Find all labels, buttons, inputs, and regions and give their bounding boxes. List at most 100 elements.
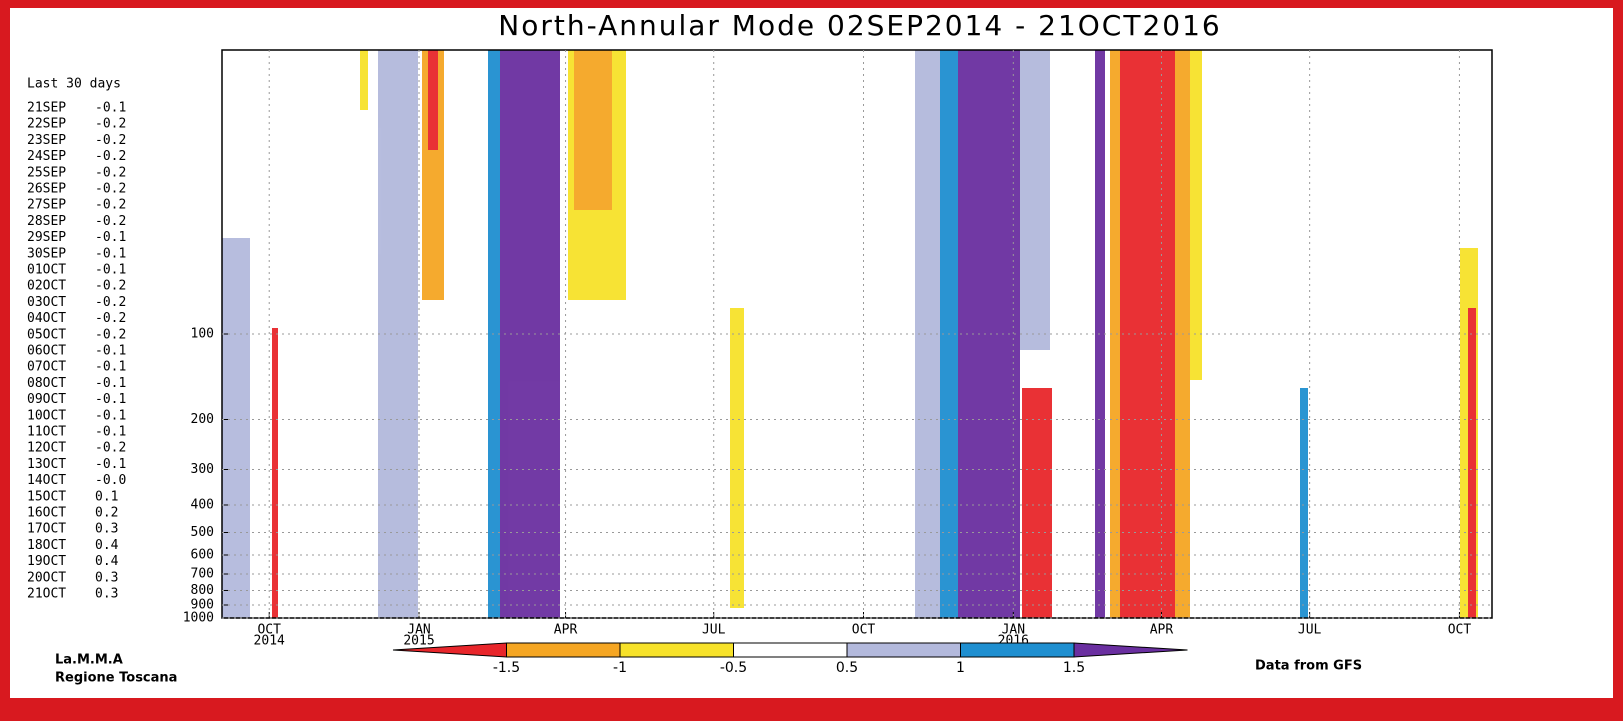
source-note: Data from GFS — [1255, 659, 1362, 674]
x-tick-label: APR — [554, 623, 578, 638]
y-tick-label: 300 — [191, 462, 214, 477]
contour-fill — [1300, 388, 1308, 618]
y-tick-label: 500 — [191, 525, 214, 540]
recent-date: 21SEP — [27, 101, 66, 116]
recent-date: 13OCT — [27, 457, 66, 472]
recent-date: 17OCT — [27, 522, 66, 537]
recent-value: 0.4 — [95, 554, 119, 569]
contour-fill — [1468, 308, 1476, 618]
contour-fills — [222, 50, 1478, 618]
colorbar-box — [847, 643, 961, 657]
recent-value: 0.3 — [95, 570, 118, 585]
colorbar-label: -1 — [613, 660, 627, 676]
recent-value: -0.2 — [95, 311, 126, 326]
recent-date: 23SEP — [27, 133, 66, 148]
recent-date: 11OCT — [27, 425, 66, 440]
x-tick-label: JUL — [702, 623, 726, 638]
y-tick-label: 400 — [191, 497, 214, 512]
recent-value: 0.3 — [95, 522, 118, 537]
recent-date: 02OCT — [27, 279, 66, 294]
x-tick-year: 2014 — [254, 634, 285, 649]
recent-date: 03OCT — [27, 295, 66, 310]
credit: La.M.M.A — [55, 653, 123, 668]
recent-value: -0.2 — [95, 214, 126, 229]
recent-date: 04OCT — [27, 311, 66, 326]
recent-date: 16OCT — [27, 506, 66, 521]
x-tick-label: OCT — [1448, 623, 1472, 638]
recent-value: -0.2 — [95, 327, 126, 342]
contour-fill — [428, 50, 438, 150]
contour-fill — [222, 238, 250, 618]
contour-fill — [360, 50, 368, 110]
recent-value: -0.1 — [95, 263, 126, 278]
recent-date: 29SEP — [27, 230, 66, 245]
colorbar-label: -0.5 — [720, 660, 747, 676]
x-tick-year: 2015 — [403, 634, 434, 649]
recent-date: 10OCT — [27, 408, 66, 423]
recent-value: -0.2 — [95, 198, 126, 213]
recent-value: -0.2 — [95, 117, 126, 132]
contour-fill — [1190, 50, 1202, 380]
recent-value: -0.1 — [95, 344, 126, 359]
recent-date: 07OCT — [27, 360, 66, 375]
credit: Regione Toscana — [55, 671, 177, 686]
recent-date: 06OCT — [27, 344, 66, 359]
recent-date: 12OCT — [27, 441, 66, 456]
contour-fill — [574, 50, 612, 210]
recent-date: 25SEP — [27, 165, 66, 180]
x-tick-label: OCT — [852, 623, 876, 638]
recent-value: -0.2 — [95, 133, 126, 148]
recent-date: 01OCT — [27, 263, 66, 278]
y-tick-label: 1000 — [183, 611, 214, 626]
y-tick-label: 700 — [191, 567, 214, 582]
recent-title: Last 30 days — [27, 77, 121, 92]
page: North-Annular Mode 02SEP2014 - 21OCT2016… — [0, 0, 1623, 721]
colorbar-box — [507, 643, 621, 657]
recent-date: 28SEP — [27, 214, 66, 229]
recent-date: 30SEP — [27, 246, 66, 261]
recent-date: 08OCT — [27, 376, 66, 391]
recent-value: -0.2 — [95, 149, 126, 164]
recent-date: 18OCT — [27, 538, 66, 553]
colorbar-label: 0.5 — [836, 660, 858, 676]
colorbar-end — [1074, 643, 1188, 657]
recent-date: 14OCT — [27, 473, 66, 488]
y-tick-label: 100 — [191, 327, 214, 342]
recent-date: 19OCT — [27, 554, 66, 569]
colorbar-label: 1 — [956, 660, 965, 676]
recent-value: -0.2 — [95, 279, 126, 294]
recent-value: -0.1 — [95, 425, 126, 440]
recent-value: -0.1 — [95, 457, 126, 472]
recent-value: -0.1 — [95, 230, 126, 245]
recent-date: 05OCT — [27, 327, 66, 342]
x-tick-label: APR — [1150, 623, 1174, 638]
recent-value: -0.2 — [95, 441, 126, 456]
recent-value: -0.1 — [95, 376, 126, 391]
recent-date: 26SEP — [27, 182, 66, 197]
recent-date: 20OCT — [27, 570, 66, 585]
recent-date: 21OCT — [27, 587, 66, 602]
colorbar-box — [961, 643, 1075, 657]
contour-fill — [730, 308, 744, 608]
colorbar-label: -1.5 — [493, 660, 520, 676]
recent-date: 15OCT — [27, 489, 66, 504]
recent-value: -0.1 — [95, 101, 126, 116]
recent-value: 0.4 — [95, 538, 119, 553]
recent-value: 0.2 — [95, 506, 118, 521]
y-tick-label: 600 — [191, 547, 214, 562]
colorbar-box — [620, 643, 734, 657]
y-tick-label: 800 — [191, 583, 214, 598]
recent-value: -0.0 — [95, 473, 126, 488]
recent-value: -0.1 — [95, 392, 126, 407]
recent-date: 09OCT — [27, 392, 66, 407]
recent-date: 27SEP — [27, 198, 66, 213]
chart: North-Annular Mode 02SEP2014 - 21OCT2016… — [10, 8, 1613, 698]
colorbar-box — [734, 643, 848, 657]
recent-value: 0.3 — [95, 587, 118, 602]
x-tick-label: JUL — [1298, 623, 1322, 638]
recent-date: 24SEP — [27, 149, 66, 164]
recent-value: -0.2 — [95, 182, 126, 197]
recent-value: 0.1 — [95, 489, 118, 504]
recent-value: -0.2 — [95, 165, 126, 180]
y-tick-label: 200 — [191, 412, 214, 427]
